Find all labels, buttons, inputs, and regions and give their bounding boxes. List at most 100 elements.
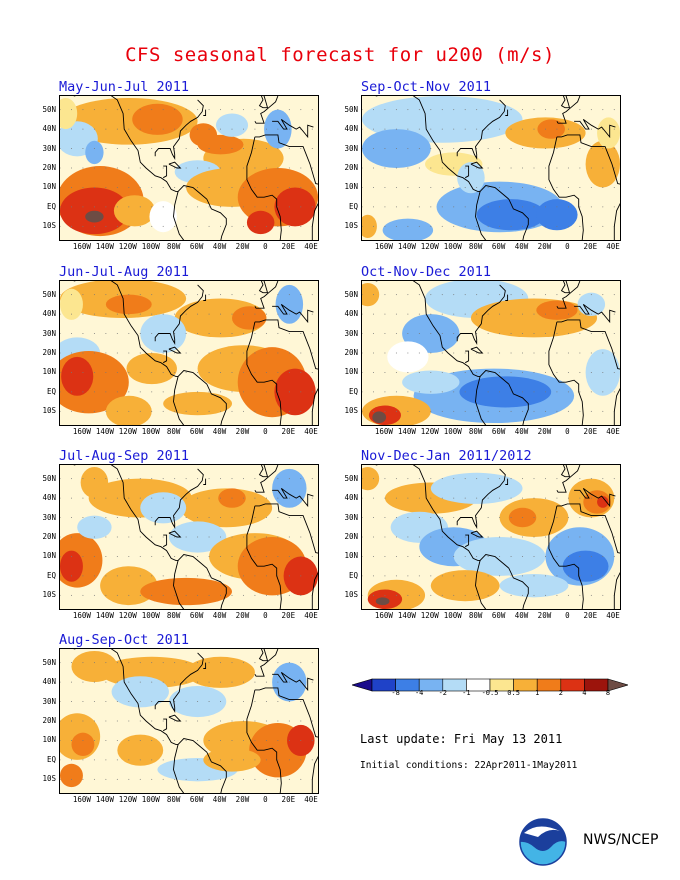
colorbar-tick-label: 1 bbox=[535, 689, 540, 697]
coastline bbox=[203, 294, 207, 301]
lon-tick-label: 160W bbox=[72, 611, 91, 620]
page-title: CFS seasonal forecast for u200 (m/s) bbox=[125, 44, 555, 66]
coastline bbox=[258, 465, 269, 478]
lat-tick-label: 30N bbox=[344, 328, 358, 338]
colorbar-tick-label: -8 bbox=[391, 689, 400, 697]
coastline bbox=[470, 346, 484, 354]
coastline bbox=[154, 652, 204, 713]
anomaly-shading bbox=[71, 732, 95, 757]
forecast-map bbox=[59, 648, 319, 794]
lon-tick-label: 20E bbox=[583, 242, 598, 251]
lon-tick-labels: 160W 140W 120W 100W 80W 60W 40W 20W 0 20E 40E bbox=[361, 242, 620, 252]
anomaly-shading bbox=[577, 292, 606, 317]
forecast-map bbox=[59, 464, 319, 610]
coastline bbox=[168, 714, 182, 722]
coastline bbox=[556, 281, 581, 309]
lat-tick-label: 40N bbox=[344, 309, 358, 319]
coastline bbox=[375, 96, 487, 240]
anomaly-shading bbox=[274, 187, 316, 227]
lon-tick-label: 140W bbox=[95, 611, 114, 620]
colorbar-labels: -8 -4 -2 -1 -0.5 0.5 1 2 4 8 bbox=[352, 689, 628, 699]
anomaly-shading bbox=[85, 140, 104, 165]
colorbar-tick-label: 4 bbox=[582, 689, 587, 697]
anomaly-shading bbox=[61, 356, 94, 396]
anomaly-shading bbox=[132, 103, 183, 135]
lon-tick-label: 160W bbox=[72, 427, 91, 436]
coastline bbox=[456, 468, 506, 529]
lon-tick-label: 100W bbox=[141, 242, 160, 251]
lat-tick-label: 10S bbox=[344, 221, 358, 231]
lat-tick-label: EQ bbox=[348, 570, 358, 580]
lon-tick-label: 20W bbox=[537, 611, 552, 620]
forecast-map bbox=[59, 280, 319, 426]
anomaly-shading bbox=[111, 676, 169, 708]
coastline bbox=[548, 505, 584, 609]
lat-tick-label: 30N bbox=[42, 512, 56, 522]
coastline bbox=[254, 281, 279, 309]
coastline bbox=[560, 465, 571, 478]
anomaly-shading bbox=[275, 284, 304, 324]
lat-tick-label: 30N bbox=[344, 143, 358, 153]
anomaly-shading bbox=[562, 550, 609, 582]
anomaly-shading bbox=[163, 391, 232, 416]
lon-tick-label: 20E bbox=[281, 611, 296, 620]
anomaly-shading bbox=[77, 515, 112, 539]
lon-tick-label: 40E bbox=[304, 795, 318, 804]
panel-title: Nov-Dec-Jan 2011/2012 bbox=[361, 448, 532, 464]
lon-tick-label: 60W bbox=[189, 427, 204, 436]
anomaly-shading bbox=[197, 134, 244, 155]
lon-tick-label: 40W bbox=[212, 427, 227, 436]
lat-tick-label: 30N bbox=[42, 328, 56, 338]
lon-tick-label: 40W bbox=[514, 611, 529, 620]
lon-tick-label: 100W bbox=[141, 795, 160, 804]
panel-title: Jun-Jul-Aug 2011 bbox=[59, 264, 190, 280]
lon-tick-label: 120W bbox=[420, 427, 439, 436]
coastline bbox=[556, 503, 620, 609]
coastline bbox=[258, 96, 269, 109]
lat-tick-label: 50N bbox=[42, 104, 56, 114]
lon-tick-label: 140W bbox=[397, 427, 416, 436]
lon-tick-label: 100W bbox=[141, 427, 160, 436]
anomaly-shading bbox=[372, 411, 387, 424]
coastline bbox=[272, 304, 314, 324]
coastline bbox=[479, 185, 529, 240]
lon-tick-label: 120W bbox=[118, 242, 137, 251]
colorbar-tick-label: -4 bbox=[414, 689, 424, 697]
lon-tick-label: 40E bbox=[606, 611, 620, 620]
coastline bbox=[73, 281, 185, 425]
coastline bbox=[162, 718, 168, 732]
lon-tick-label: 20E bbox=[281, 242, 296, 251]
lon-tick-label: 120W bbox=[118, 427, 137, 436]
coastline bbox=[470, 161, 484, 169]
lon-tick-labels: 160W 140W 120W 100W 80W 60W 40W 20W 0 20E 40E bbox=[59, 795, 318, 805]
lon-tick-label: 20W bbox=[235, 242, 250, 251]
anomaly-shading bbox=[215, 113, 249, 137]
lon-tick-label: 140W bbox=[95, 242, 114, 251]
anomaly-shading bbox=[536, 300, 578, 320]
lon-tick-label: 60W bbox=[491, 611, 506, 620]
anomaly-shading bbox=[105, 395, 152, 425]
coastline bbox=[375, 465, 487, 609]
lon-tick-labels: 160W 140W 120W 100W 80W 60W 40W 20W 0 20E 40E bbox=[361, 427, 620, 437]
lat-tick-label: 10N bbox=[42, 551, 56, 561]
coastline bbox=[246, 136, 282, 240]
coastline bbox=[246, 689, 282, 793]
coastline bbox=[258, 281, 269, 294]
coastline bbox=[272, 672, 314, 692]
lon-tick-label: 80W bbox=[468, 427, 483, 436]
anomaly-shading bbox=[597, 117, 620, 149]
lon-tick-label: 80W bbox=[166, 795, 181, 804]
lat-tick-label: 10N bbox=[42, 735, 56, 745]
coastline bbox=[254, 465, 279, 493]
lon-tick-label: 0 bbox=[263, 611, 268, 620]
anomaly-shading bbox=[457, 162, 485, 194]
anomaly-shading bbox=[537, 119, 565, 139]
colorbar-tick-label: 8 bbox=[605, 689, 611, 697]
lat-tick-label: 10N bbox=[42, 367, 56, 377]
coastline bbox=[556, 134, 620, 240]
coastline bbox=[177, 554, 227, 609]
coastline bbox=[203, 109, 207, 116]
anomaly-shading bbox=[274, 368, 316, 416]
forecast-map bbox=[361, 464, 621, 610]
lon-tick-label: 20E bbox=[583, 611, 598, 620]
